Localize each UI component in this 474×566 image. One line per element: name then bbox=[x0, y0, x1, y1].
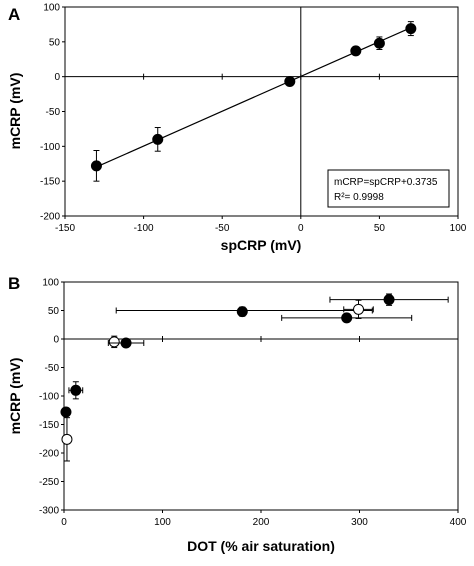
panel-b-x-axis-label: DOT (% air saturation) bbox=[187, 538, 335, 554]
panel-b-points bbox=[60, 293, 449, 462]
panel-a-y-tick-label: -200 bbox=[40, 212, 60, 223]
panel-a-y-tick-label: 50 bbox=[49, 37, 61, 48]
panel-a-points bbox=[90, 21, 417, 182]
panel-a-y-axis-label: mCRP (mV) bbox=[7, 73, 23, 150]
data-point-open bbox=[353, 303, 365, 315]
data-point-filled bbox=[90, 160, 102, 172]
panel-a: A -150 -100 -50 0 50 100-200-150-100-50050100… bbox=[7, 3, 467, 254]
panel-a-y-tick-label: 0 bbox=[54, 72, 60, 83]
panel-a-x-axis-label: spCRP (mV) bbox=[221, 237, 302, 253]
panel-a-x-tick-label: 0 bbox=[298, 223, 304, 234]
data-point-open bbox=[108, 336, 120, 348]
panel-b-y-axis-label: mCRP (mV) bbox=[7, 358, 23, 435]
panel-b-y-tick-label: 0 bbox=[53, 335, 59, 346]
panel-a-y-tick-label: 100 bbox=[43, 3, 60, 14]
panel-b-x-tick-label: 300 bbox=[351, 517, 368, 528]
panel-a-x-tick-label: -150 bbox=[55, 223, 75, 234]
panel-a-equation: mCRP=spCRP+0.3735 bbox=[334, 177, 438, 188]
panel-b-y-tick-label: -50 bbox=[45, 363, 60, 374]
data-point-filled bbox=[341, 312, 353, 324]
panel-a-y-tick-label: -100 bbox=[40, 142, 60, 153]
data-point-filled bbox=[60, 406, 72, 418]
panel-b-plot-frame bbox=[63, 281, 459, 511]
panel-a-y-tick-label: -50 bbox=[46, 107, 61, 118]
panel-a-x-tick-label: 100 bbox=[450, 223, 467, 234]
data-point-filled bbox=[284, 76, 296, 88]
data-point-filled bbox=[405, 23, 417, 35]
fit-line bbox=[96, 27, 412, 168]
data-point-filled bbox=[152, 133, 164, 145]
panel-b: B 0 100 200 300 400 -300 -250 -200 -150 -100 -50 0 5… bbox=[7, 274, 467, 554]
data-point-filled bbox=[236, 306, 248, 318]
panel-a-label: A bbox=[8, 5, 20, 24]
panel-b-y-tick-label: -100 bbox=[39, 392, 59, 403]
panel-a-x-tick-label: 50 bbox=[374, 223, 386, 234]
panel-a-y-tick-label: -150 bbox=[40, 177, 60, 188]
panel-b-x-tick-label: 400 bbox=[450, 517, 467, 528]
data-point-filled bbox=[373, 37, 385, 49]
panel-a-x-tick-label: -50 bbox=[215, 223, 230, 234]
data-point-filled bbox=[70, 384, 82, 396]
panel-b-y-tick-label: -200 bbox=[39, 449, 59, 460]
panel-b-y-tick-label: 50 bbox=[48, 306, 60, 317]
panel-b-y-tick-label: -250 bbox=[39, 477, 59, 488]
panel-a-x-tick-label: -100 bbox=[134, 223, 154, 234]
panel-b-x-tick-label: 200 bbox=[253, 517, 270, 528]
data-point-filled bbox=[383, 294, 395, 306]
data-point-filled bbox=[120, 337, 132, 349]
panel-a-fit-line bbox=[96, 27, 412, 168]
data-point-open bbox=[61, 433, 73, 445]
panel-b-x-tick-label: 0 bbox=[61, 517, 67, 528]
panel-b-y-tick-label: 100 bbox=[42, 278, 59, 289]
panel-b-label: B bbox=[8, 274, 20, 293]
data-point-filled bbox=[350, 45, 362, 57]
panel-b-axes: 0 100 200 300 400 -300 -250 -200 -150 -100 -50 0 50 1… bbox=[39, 278, 467, 529]
panel-a-annotation-box bbox=[327, 169, 450, 208]
panel-b-y-tick-label: -300 bbox=[39, 506, 59, 517]
panel-b-x-tick-label: 100 bbox=[154, 517, 171, 528]
panel-b-y-tick-label: -150 bbox=[39, 420, 59, 431]
panel-a-r-squared: R²= 0.9998 bbox=[334, 192, 384, 203]
